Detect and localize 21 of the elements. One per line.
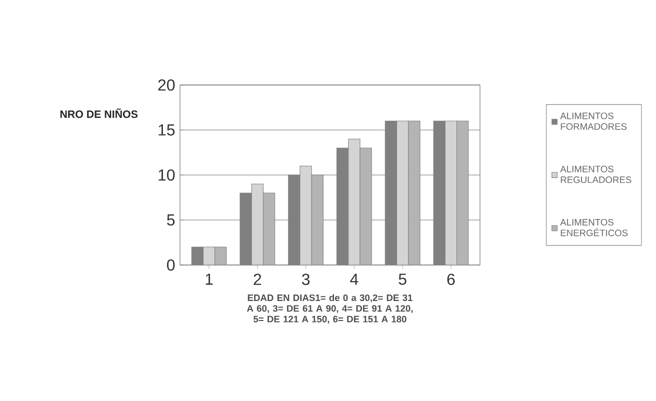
legend-label: ALIMENTOS REGULADORES [560, 166, 632, 184]
y-tick-label: 20 [158, 79, 175, 91]
x-axis-title: EDAD EN DIAS1= de 0 a 30,2= DE 31 A 60, 3= DE 61 A 90, 4= DE 91 A 120, 5= DE 121 A 150, 6= DE 151 A 180 [246, 294, 413, 324]
y-tick-label: 10 [158, 169, 175, 181]
bar [360, 148, 372, 265]
legend-label: ALIMENTOS ENERGÉTICOS [560, 218, 628, 236]
x-tick-label: 1 [206, 274, 213, 285]
x-tick-label: 5 [398, 274, 406, 285]
x-tick-label: 6 [447, 274, 455, 286]
bar [456, 120, 469, 265]
x-tick-label: 2 [254, 274, 262, 285]
bar [262, 192, 276, 265]
x-tick-label: 4 [350, 274, 358, 285]
y-tick-label: 5 [167, 214, 175, 226]
bar [408, 120, 420, 265]
legend-label: ALIMENTOS FORMADORES [560, 112, 627, 130]
y-axis-title: NRO DE NIÑOS [60, 108, 138, 118]
y-tick-label: 15 [158, 124, 175, 136]
y-tick-label: 0 [167, 259, 175, 271]
x-tick-label: 3 [302, 274, 310, 286]
bar [311, 174, 324, 265]
